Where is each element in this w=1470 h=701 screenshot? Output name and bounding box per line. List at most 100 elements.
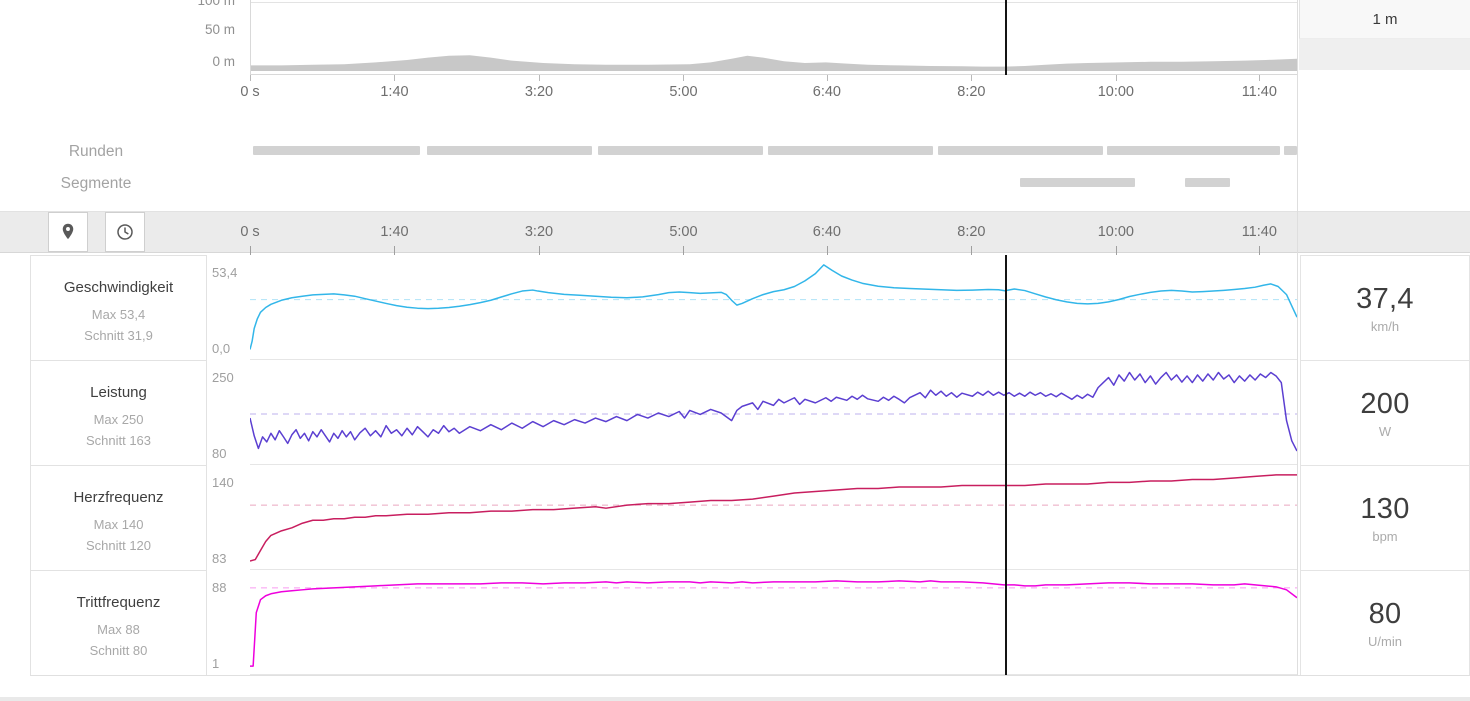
chart-cursor-line — [1005, 0, 1007, 75]
speed-info-panel[interactable]: Geschwindigkeit Max 53,4 Schnitt 31,9 — [30, 255, 207, 361]
time-tick-label: 6:40 — [812, 224, 842, 240]
cadence-chart[interactable] — [250, 570, 1297, 675]
clock-icon — [115, 222, 135, 242]
time-tick-label: 11:40 — [1241, 84, 1277, 100]
current-unit: W — [1378, 423, 1392, 439]
y-min-label: 80 — [212, 446, 227, 461]
chart-avg-label: Schnitt 80 — [89, 643, 148, 658]
cadence-info-panel[interactable]: Trittfrequenz Max 88 Schnitt 80 — [30, 570, 207, 676]
elevation-chart[interactable] — [250, 0, 1297, 75]
elevation-tick-50: 50 m — [204, 22, 235, 37]
chart-avg-label: Schnitt 120 — [85, 538, 152, 553]
segments-track — [250, 178, 1297, 187]
cadence-y-axis: 88 1 — [207, 570, 250, 675]
laps-label: Runden — [68, 143, 124, 160]
heartrate-current-value-panel: 130 bpm — [1300, 465, 1470, 571]
axis-toolbar — [0, 211, 1470, 253]
current-value: 130 — [1360, 492, 1410, 525]
lap-bar[interactable] — [768, 146, 933, 155]
y-min-label: 83 — [212, 551, 227, 566]
lap-bar[interactable] — [1107, 146, 1281, 155]
heartrate-y-axis: 140 83 — [207, 465, 250, 570]
next-section-edge — [0, 697, 1470, 701]
y-min-label: 1 — [212, 656, 220, 671]
chart-title: Herzfrequenz — [73, 489, 164, 506]
y-min-label: 0,0 — [212, 341, 231, 356]
current-unit: bpm — [1372, 528, 1398, 544]
time-tick-label: 3:20 — [524, 224, 554, 240]
elevation-y-axis: 100 m 50 m 0 m — [150, 0, 245, 76]
cadence-line — [250, 570, 1297, 674]
heartrate-chart[interactable] — [250, 465, 1297, 570]
top-time-axis: 0 s 1:40 3:20 5:00 6:40 8:20 10:00 11:40 — [240, 84, 1297, 102]
toolbar-time-axis: 0 s 1:40 3:20 5:00 6:40 8:20 10:00 11:40 — [240, 211, 1297, 253]
lap-bar[interactable] — [426, 146, 593, 155]
lap-bar[interactable] — [937, 146, 1104, 155]
time-tick-label: 1:40 — [380, 84, 409, 100]
cadence-current-value-panel: 80 U/min — [1300, 570, 1470, 676]
heartrate-info-panel[interactable]: Herzfrequenz Max 140 Schnitt 120 — [30, 465, 207, 571]
time-tick-label: 0 s — [240, 84, 260, 100]
current-value: 37,4 — [1356, 282, 1414, 315]
time-tick-label: 10:00 — [1097, 224, 1135, 240]
chart-title: Leistung — [90, 384, 147, 401]
speed-line — [250, 255, 1297, 359]
time-tick-label: 5:00 — [669, 84, 698, 100]
time-tick-label: 5:00 — [669, 224, 698, 240]
time-toggle-button[interactable] — [105, 212, 145, 252]
power-chart[interactable] — [250, 360, 1297, 465]
time-tick-label: 6:40 — [812, 84, 842, 100]
speed-current-value-panel: 37,4 km/h — [1300, 255, 1470, 361]
segment-bar[interactable] — [1019, 178, 1135, 187]
y-max-label: 88 — [212, 580, 227, 595]
current-unit: U/min — [1368, 633, 1402, 649]
elevation-tick-100: 100 m — [197, 0, 235, 8]
time-tick-label: 11:40 — [1241, 224, 1277, 240]
distance-toggle-button[interactable] — [48, 212, 88, 252]
chart-avg-label: Schnitt 163 — [85, 433, 152, 448]
lap-bar[interactable] — [253, 146, 420, 155]
time-tick-label: 10:00 — [1097, 84, 1135, 100]
time-tick-label: 1:40 — [380, 224, 409, 240]
power-y-axis: 250 80 — [207, 360, 250, 465]
time-tick-label: 8:20 — [957, 224, 986, 240]
chart-max-label: Max 140 — [93, 517, 144, 532]
chart-right-border — [1297, 0, 1298, 676]
power-info-panel[interactable]: Leistung Max 250 Schnitt 163 — [30, 360, 207, 466]
elevation-value-strip — [1299, 39, 1470, 70]
elevation-left-axis — [250, 0, 251, 75]
elevation-area — [250, 55, 1297, 71]
heartrate-line — [250, 465, 1297, 569]
y-max-label: 250 — [212, 370, 234, 385]
chart-max-label: Max 53,4 — [91, 307, 146, 322]
elevation-bottom-axis — [250, 74, 1297, 75]
lap-bar[interactable] — [1284, 146, 1297, 155]
laps-track — [250, 146, 1297, 155]
time-tick-label: 0 s — [240, 224, 260, 240]
time-tick-label: 3:20 — [524, 84, 554, 100]
elevation-top-gridline — [250, 2, 1297, 3]
chart-title: Geschwindigkeit — [63, 279, 174, 296]
speed-chart[interactable] — [250, 255, 1297, 360]
chart-title: Trittfrequenz — [76, 594, 161, 611]
chart-max-label: Max 250 — [93, 412, 144, 427]
map-pin-icon — [59, 222, 77, 242]
lap-bar[interactable] — [597, 146, 764, 155]
power-current-value-panel: 200 W — [1300, 360, 1470, 466]
chart-avg-label: Schnitt 31,9 — [84, 328, 153, 343]
elevation-current-value: 1 m — [1299, 0, 1470, 39]
top-time-ticks — [250, 75, 1297, 83]
y-max-label: 140 — [212, 475, 234, 490]
segment-bar[interactable] — [1184, 178, 1230, 187]
power-line — [250, 360, 1297, 464]
chart-cursor-line — [1005, 255, 1007, 675]
time-tick-label: 8:20 — [957, 84, 986, 100]
section-divider — [30, 675, 1470, 676]
chart-max-label: Max 88 — [97, 622, 140, 637]
speed-y-axis: 53,4 0,0 — [207, 255, 250, 360]
current-value: 80 — [1368, 597, 1402, 630]
y-max-label: 53,4 — [212, 265, 238, 280]
segments-label: Segmente — [60, 175, 132, 192]
current-value: 200 — [1360, 387, 1410, 420]
